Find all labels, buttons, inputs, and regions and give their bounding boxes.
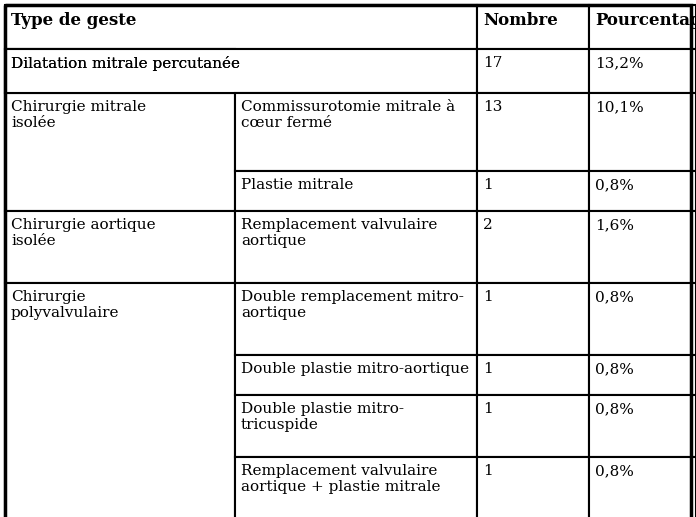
Text: 13,2%: 13,2% [595,56,644,70]
Bar [235,457,477,517]
Text: 0,8%: 0,8% [595,362,634,376]
Bar [477,395,589,457]
Bar [235,395,477,457]
Text: Double plastie mitro-aortique: Double plastie mitro-aortique [241,362,469,376]
Text: 1: 1 [483,464,493,478]
Text: Dilatation mitrale percutanée: Dilatation mitrale percutanée [11,56,240,71]
Bar [589,211,696,283]
Text: Commissurotomie mitrale à
cœur fermé: Commissurotomie mitrale à cœur fermé [241,100,455,130]
Bar [235,171,477,211]
Text: 0,8%: 0,8% [595,178,634,192]
Text: 1: 1 [483,290,493,304]
Bar [477,93,589,171]
Text: 0,8%: 0,8% [595,464,634,478]
Bar [235,93,477,171]
Text: 1: 1 [483,178,493,192]
Text: 1: 1 [483,402,493,416]
Bar [589,171,696,211]
Bar [235,211,477,283]
Bar [477,355,589,395]
Bar [589,5,696,49]
Bar [477,211,589,283]
Bar [589,457,696,517]
Text: Pourcentage: Pourcentage [595,12,696,29]
Bar [477,49,589,93]
Text: 1,6%: 1,6% [595,218,634,232]
Bar [477,5,589,49]
Text: 2: 2 [483,218,493,232]
Bar [5,211,235,283]
Bar [5,5,477,49]
Bar [477,171,589,211]
Text: 0,8%: 0,8% [595,290,634,304]
Text: Dilatation mitrale percutanée: Dilatation mitrale percutanée [11,56,240,71]
Text: Remplacement valvulaire
aortique: Remplacement valvulaire aortique [241,218,437,248]
Bar [589,49,696,93]
Bar [5,49,477,93]
Bar [589,283,696,355]
Bar [589,355,696,395]
Text: Double plastie mitro-
tricuspide: Double plastie mitro- tricuspide [241,402,404,432]
Bar [477,283,589,355]
Text: Chirurgie mitrale
isolée: Chirurgie mitrale isolée [11,100,146,130]
Bar [477,457,589,517]
Text: Chirurgie aortique
isolée: Chirurgie aortique isolée [11,218,156,248]
Bar [5,283,235,517]
Text: 17: 17 [483,56,503,70]
Bar [235,355,477,395]
Bar [589,93,696,171]
Bar [5,49,235,93]
Bar [589,395,696,457]
Text: Nombre: Nombre [483,12,557,29]
Text: Double remplacement mitro-
aortique: Double remplacement mitro- aortique [241,290,464,320]
Text: Chirurgie
polyvalvulaire: Chirurgie polyvalvulaire [11,290,120,320]
Text: Remplacement valvulaire
aortique + plastie mitrale: Remplacement valvulaire aortique + plast… [241,464,441,494]
Text: Plastie mitrale: Plastie mitrale [241,178,354,192]
Text: Type de geste: Type de geste [11,12,136,29]
Text: 10,1%: 10,1% [595,100,644,114]
Text: 1: 1 [483,362,493,376]
Text: 0,8%: 0,8% [595,402,634,416]
Bar [235,283,477,355]
Bar [5,93,235,211]
Text: 13: 13 [483,100,503,114]
